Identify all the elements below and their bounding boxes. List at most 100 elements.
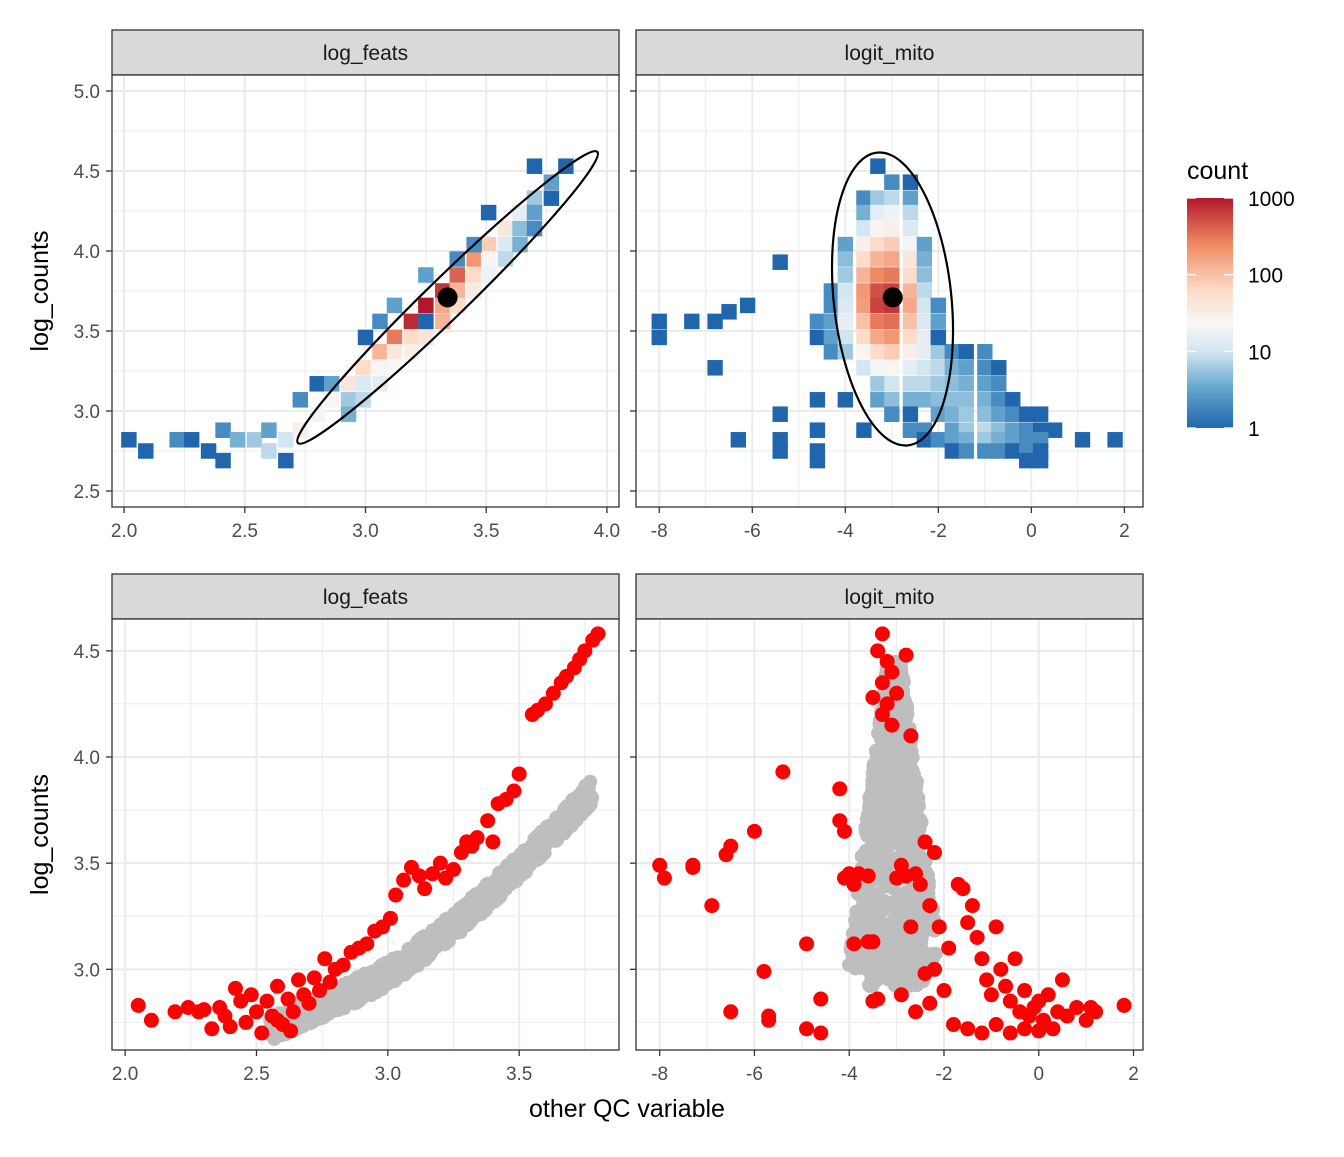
outlier-point [936,983,952,999]
heat-bin [916,251,933,267]
heat-bin [977,376,993,392]
heat-bin [837,283,853,299]
x-tick-label: 3.5 [506,1064,532,1085]
outlier-point [359,936,375,952]
heat-bin [902,313,919,330]
outlier-point [480,813,496,829]
outlier-point [254,1025,270,1041]
inlier-points [262,774,600,1046]
y-axis-label: log_counts [26,231,54,352]
heat-bin [169,432,185,448]
inlier-point [863,978,878,993]
outlier-point [464,838,480,854]
heat-bin [902,297,919,314]
heat-bin [991,443,1007,459]
heat-bin [856,220,872,237]
outlier-point [1002,993,1018,1009]
heat-bin [902,174,919,190]
outlier-point [813,1025,829,1041]
facet-strip-label: logit_mito [845,586,935,609]
inlier-point [877,783,892,798]
heat-bin [870,392,886,408]
data-layer [130,626,606,1046]
outlier-point [865,934,881,950]
inlier-point [439,925,454,940]
outlier-point [917,834,933,850]
inlier-point [861,897,876,912]
heat-bin [200,443,217,459]
outlier-point [335,957,351,973]
outlier-point [832,781,848,797]
panel-border [635,618,1144,1051]
legend-title: count [1187,157,1248,185]
outlier-point [718,847,734,863]
heat-bin [183,432,200,448]
heat-bin [449,267,465,283]
heat-bin [497,236,514,253]
outlier-point [269,1012,285,1028]
heat-bin [902,360,919,376]
facet-strip-label: log_feats [323,42,408,65]
heat-bin [916,360,933,376]
outlier-point [204,1021,220,1037]
heat-bin [323,376,340,392]
data-layer [652,626,1132,1041]
heat-bin [809,392,826,408]
inlier-point [402,944,417,959]
heat-bin [403,344,420,360]
heat-bin [930,376,947,392]
outlier-point [860,868,876,884]
x-tick-label: 3.5 [473,521,499,542]
outlier-point [945,1017,961,1033]
outlier-point [537,696,553,712]
outlier-point [988,919,1004,935]
heat-bin [526,204,543,221]
heat-bin [870,344,886,360]
heat-bin [930,344,947,360]
heat-bin [651,313,667,330]
heat-bin [902,190,919,206]
heat-bin [884,204,900,221]
heat-bin [215,452,231,469]
heat-bin [512,236,528,253]
outlier-point [799,1021,815,1037]
facet-strip-label: logit_mito [845,42,935,65]
heat-bin [138,443,154,459]
heat-bin [772,406,788,422]
heat-bin [916,297,933,314]
outlier-point [998,978,1014,994]
inlier-point [865,803,880,818]
outlier-point [884,664,900,680]
inlier-point [546,817,561,832]
heat-bin [121,432,137,448]
heat-bin [837,392,853,408]
heat-bin [902,344,919,360]
heat-bin [856,267,872,283]
heat-bin [902,329,919,346]
heat-bin [837,329,853,346]
heat-bin [372,344,388,360]
heat-bin [340,392,357,408]
data-layer [121,149,600,469]
outlier-point [167,1004,183,1020]
heat-bin [916,283,933,299]
inlier-point [894,937,909,952]
heat-bin [977,443,993,459]
outlier-point [988,1017,1004,1033]
heat-bin [958,360,974,376]
inlier-point [891,888,906,903]
outlier-point [1017,1021,1033,1037]
outlier-point [974,1025,990,1041]
heat-bin [809,329,826,346]
inlier-point [583,774,598,789]
x-tick-label: -6 [744,521,761,542]
y-tick-label: 4.5 [74,162,100,183]
heat-bin [916,313,933,330]
panel-top-right: logit_mito -8 -6 -4 -2 0 2 [630,29,1144,542]
heat-bin [944,406,960,422]
heat-bin [884,344,900,360]
legend-tick-label: 1 [1248,418,1260,441]
outlier-point [317,951,333,967]
heat-bin [480,251,497,267]
